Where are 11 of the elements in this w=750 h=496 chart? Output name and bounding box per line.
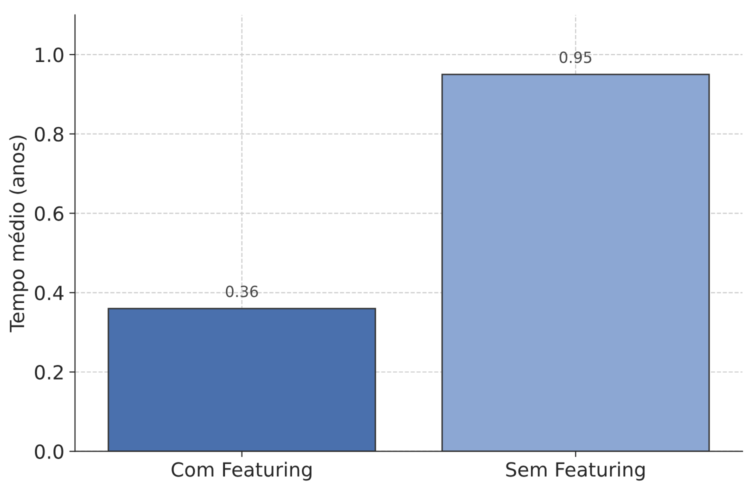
data-label: 0.95 (560, 52, 592, 64)
y-tick-label: 0.2 (34, 364, 63, 380)
y-tick-label: 0.4 (34, 286, 64, 300)
y-tick-label: 0.6 (34, 206, 64, 221)
y-tick-label: 1.0 (36, 48, 64, 62)
y-tick-label: 0.0 (34, 444, 64, 460)
x-tick-label: Com Featuring (172, 462, 312, 481)
y-tick-label: 0.8 (34, 126, 64, 142)
y-axis-title: Tempo médio (anos) (8, 136, 28, 332)
x-tick-label: Sem Featuring (506, 462, 645, 481)
data-label: 0.36 (226, 286, 258, 298)
